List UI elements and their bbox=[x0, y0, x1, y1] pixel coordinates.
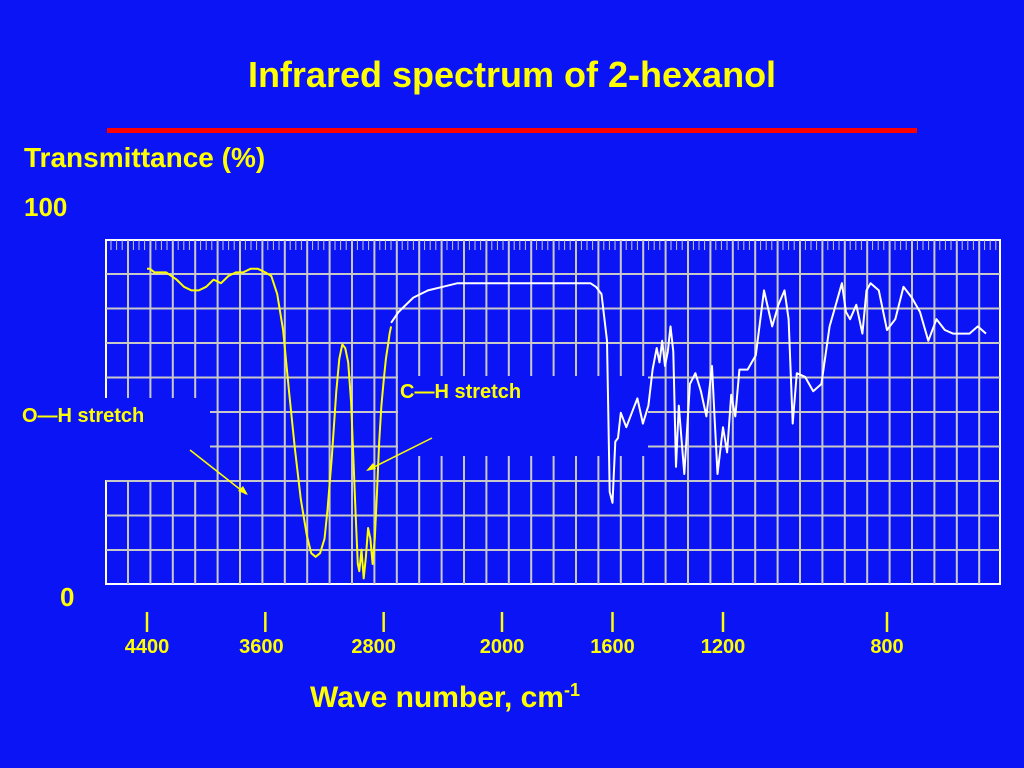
ch-callout-box bbox=[398, 376, 648, 456]
y-axis-label: Transmittance (%) bbox=[24, 142, 266, 173]
series-layer bbox=[147, 267, 987, 580]
ch-stretch-label: C—H stretch bbox=[400, 381, 522, 403]
oh-arrow-head bbox=[238, 486, 248, 495]
spectrum-series-0 bbox=[147, 267, 393, 580]
spectrum-series-1 bbox=[390, 282, 987, 504]
y-tick-label-100: 100 bbox=[24, 192, 68, 222]
x-axis-label-text: Wave number, cm bbox=[310, 681, 564, 714]
oh-arrow bbox=[189, 449, 247, 495]
x-axis-label-exponent: -1 bbox=[563, 680, 580, 700]
title-underline bbox=[107, 128, 917, 133]
x-axis-ticks bbox=[145, 612, 889, 632]
chart-title: Infrared spectrum of 2-hexanol bbox=[247, 54, 777, 95]
x-tick-label-1200: 1200 bbox=[700, 636, 746, 658]
ch-arrow bbox=[367, 437, 433, 471]
x-tick-label-2800: 2800 bbox=[351, 636, 396, 658]
ch-arrow-head bbox=[366, 463, 376, 471]
x-tick-label-800: 800 bbox=[870, 636, 904, 658]
x-tick-label-4400: 4400 bbox=[124, 636, 170, 658]
x-axis-label: Wave number, cm-1 bbox=[310, 680, 580, 715]
x-tick-label-3600: 3600 bbox=[239, 636, 284, 658]
oh-stretch-label: O—H stretch bbox=[22, 405, 145, 427]
y-tick-label-0: 0 bbox=[60, 582, 75, 612]
x-tick-label-2000: 2000 bbox=[479, 636, 525, 658]
x-tick-label-1600: 1600 bbox=[590, 636, 635, 658]
oh-callout-box bbox=[18, 398, 210, 480]
